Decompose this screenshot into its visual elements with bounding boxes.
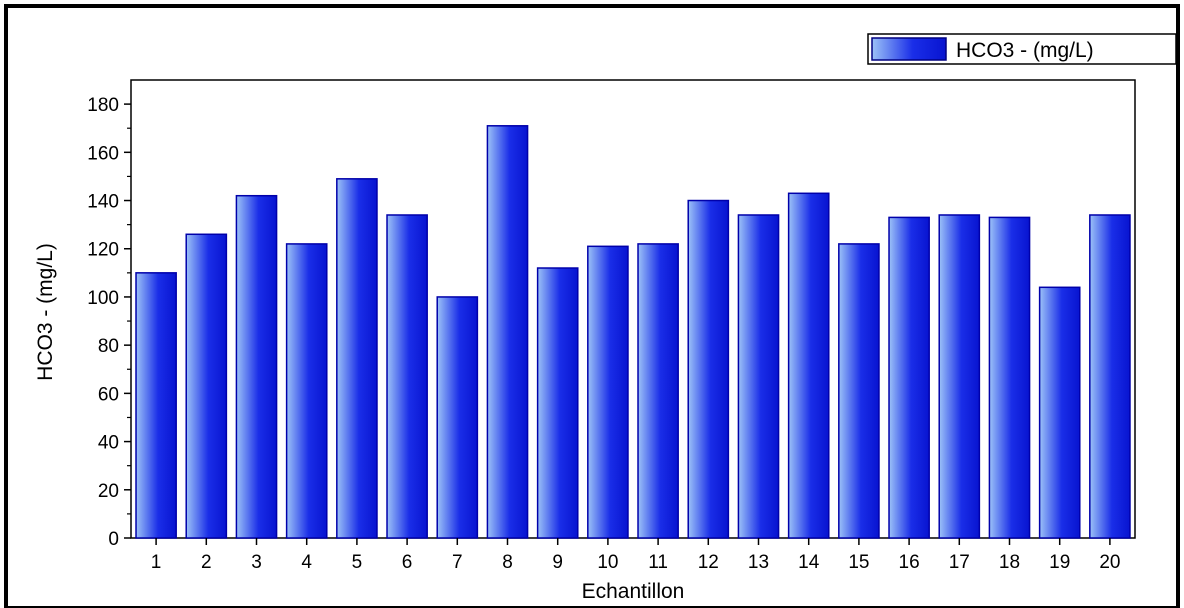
outer-frame [4,4,1180,608]
x-tick-label-7: 7 [452,552,463,573]
legend: HCO3 - (mg/L) [867,33,1177,65]
bar-3 [235,194,278,539]
y-tick-label: 160 [87,143,119,164]
y-tick-label: 120 [87,240,119,261]
x-tick-label-14: 14 [798,552,820,573]
bar-5 [336,178,378,539]
bar-13 [737,214,780,539]
y-tick-label: 20 [98,481,119,502]
x-tick-label-19: 19 [1049,552,1070,573]
y-tick-label: 40 [98,433,119,454]
x-tick-label-5: 5 [352,552,363,573]
x-tick-label-6: 6 [402,552,413,573]
x-tick-label-2: 2 [201,552,212,573]
x-tick-label-4: 4 [301,552,312,573]
y-tick-label: 80 [98,336,119,357]
x-tick-label-16: 16 [899,552,920,573]
bar-17 [938,214,981,539]
bar-18 [988,216,1031,539]
bar-7 [436,296,479,539]
bar-11 [637,243,679,539]
y-tick-label: 60 [98,384,119,405]
x-tick-label-11: 11 [648,552,668,573]
y-tick-label: 100 [87,288,119,309]
bar-9 [536,267,579,539]
bar-1 [135,272,177,539]
bar-12 [687,199,730,539]
x-tick-label-15: 15 [848,552,869,573]
x-axis-label: Echantillon [582,580,685,603]
y-tick-label: 180 [87,95,119,116]
legend-swatch [871,37,947,61]
bar-19 [1038,286,1081,539]
legend-label: HCO3 - (mg/L) [956,39,1094,62]
x-tick-label-9: 9 [552,552,563,573]
bar-6 [386,214,428,539]
y-axis-label: HCO3 - (mg/L) [34,243,57,381]
bar-16 [888,216,930,539]
x-tick-label-3: 3 [251,552,262,573]
plot-frame [130,79,1136,539]
bar-4 [285,243,328,539]
x-tick-label-1: 1 [151,552,162,573]
x-tick-label-10: 10 [597,552,618,573]
x-tick-label-13: 13 [748,552,769,573]
bar-8 [486,125,529,539]
bar-10 [587,245,629,539]
x-tick-label-18: 18 [999,552,1020,573]
x-tick-label-17: 17 [949,552,970,573]
x-tick-label-20: 20 [1099,552,1120,573]
x-tick-label-8: 8 [502,552,513,573]
bar-14 [787,192,830,539]
bar-15 [838,243,880,539]
y-tick-label: 0 [108,529,119,550]
x-tick-label-12: 12 [698,552,719,573]
bar-2 [185,233,228,539]
y-tick-label: 140 [87,192,119,213]
bar-20 [1089,214,1131,539]
